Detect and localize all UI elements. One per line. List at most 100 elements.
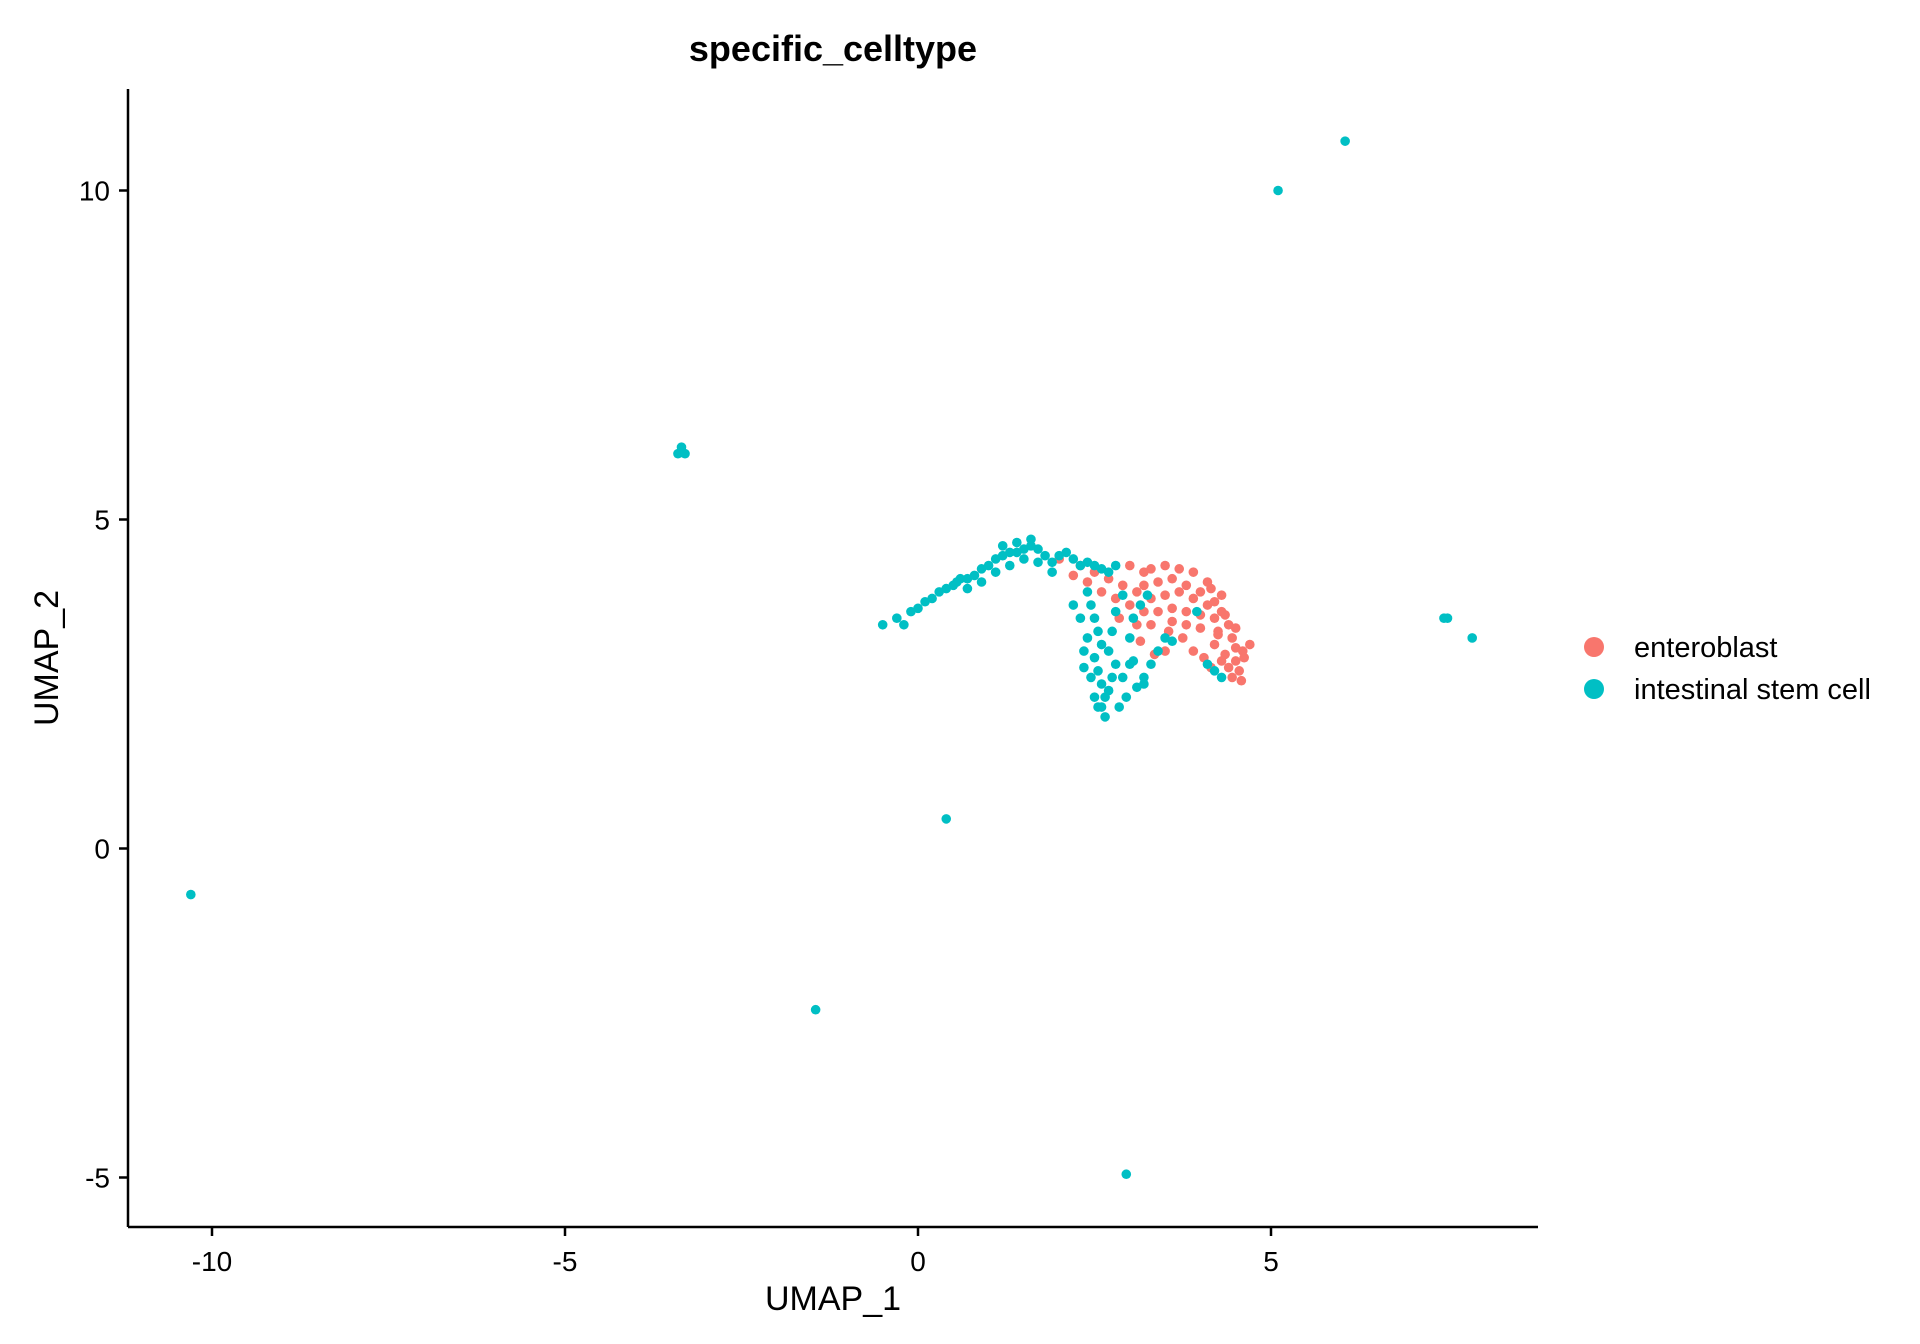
x-tick-label: 0 [910, 1246, 926, 1277]
point-intestinal-stem-cell [969, 570, 980, 581]
point-intestinal-stem-cell [186, 889, 196, 900]
y-tick-label: -5 [85, 1163, 110, 1194]
point-enteroblast [1146, 619, 1156, 630]
point-intestinal-stem-cell [990, 567, 1001, 577]
point-enteroblast [1135, 636, 1146, 647]
point-intestinal-stem-cell [976, 577, 987, 587]
point-intestinal-stem-cell [1103, 685, 1114, 696]
point-enteroblast [1245, 639, 1255, 650]
x-tick-label: -10 [192, 1246, 232, 1277]
point-intestinal-stem-cell [1093, 666, 1103, 676]
legend-label: intestinal stem cell [1634, 674, 1871, 706]
point-enteroblast [1153, 577, 1163, 587]
point-intestinal-stem-cell [962, 583, 973, 594]
point-intestinal-stem-cell [1273, 185, 1283, 196]
point-intestinal-stem-cell [1128, 613, 1139, 623]
point-enteroblast [1195, 587, 1206, 597]
point-enteroblast [1117, 580, 1128, 591]
point-enteroblast [1103, 573, 1114, 584]
point-enteroblast [1181, 606, 1192, 617]
point-enteroblast [1139, 580, 1149, 591]
point-intestinal-stem-cell [810, 1004, 821, 1015]
point-intestinal-stem-cell [1047, 557, 1057, 568]
point-intestinal-stem-cell [1033, 557, 1043, 568]
point-enteroblast [1181, 619, 1192, 630]
point-enteroblast [1216, 656, 1227, 666]
point-enteroblast [1167, 603, 1177, 614]
plot-area: -10 -5 0 5 UMAP_1 -5 0 5 10 UMAP_2 [28, 89, 1538, 1318]
y-axis-label: UMAP_2 [28, 590, 66, 726]
point-intestinal-stem-cell [1103, 567, 1114, 577]
point-intestinal-stem-cell [1079, 646, 1089, 656]
legend-key-intestinal-stem-cell [1584, 679, 1604, 699]
point-intestinal-stem-cell [1068, 600, 1079, 610]
point-intestinal-stem-cell [1110, 560, 1121, 571]
point-intestinal-stem-cell [1121, 692, 1132, 702]
point-intestinal-stem-cell [1086, 672, 1096, 683]
point-intestinal-stem-cell [1107, 626, 1117, 637]
point-intestinal-stem-cell [1167, 636, 1177, 647]
point-intestinal-stem-cell [1004, 560, 1015, 571]
point-intestinal-stem-cell [1004, 547, 1015, 558]
point-intestinal-stem-cell [997, 541, 1008, 551]
point-intestinal-stem-cell [1114, 702, 1125, 712]
point-enteroblast [1096, 587, 1107, 597]
point-intestinal-stem-cell [955, 573, 966, 584]
point-enteroblast [1181, 580, 1192, 591]
point-enteroblast [1234, 666, 1245, 676]
point-enteroblast [1236, 675, 1247, 686]
point-intestinal-stem-cell [1117, 672, 1128, 683]
point-intestinal-stem-cell [1192, 606, 1202, 617]
x-axis-label: UMAP_1 [765, 1280, 901, 1318]
point-intestinal-stem-cell [877, 619, 888, 630]
point-intestinal-stem-cell [1121, 1169, 1132, 1180]
point-intestinal-stem-cell [1467, 633, 1478, 643]
y-ticks: -5 0 5 10 [79, 176, 128, 1194]
x-tick-label: 5 [1263, 1246, 1279, 1277]
point-intestinal-stem-cell [1146, 659, 1156, 670]
data-points [186, 136, 1478, 1180]
point-intestinal-stem-cell [1442, 613, 1453, 623]
point-intestinal-stem-cell [1075, 613, 1086, 623]
point-enteroblast [1202, 600, 1213, 610]
point-enteroblast [1209, 639, 1220, 650]
point-enteroblast [1195, 623, 1206, 633]
point-enteroblast [1174, 587, 1185, 597]
point-intestinal-stem-cell [1107, 672, 1117, 683]
point-intestinal-stem-cell [983, 560, 994, 571]
point-intestinal-stem-cell [1117, 590, 1128, 600]
point-enteroblast [1227, 633, 1237, 643]
point-intestinal-stem-cell [1110, 606, 1121, 617]
point-enteroblast [1188, 593, 1199, 604]
point-enteroblast [1160, 590, 1170, 600]
point-intestinal-stem-cell [1110, 659, 1121, 670]
point-intestinal-stem-cell [1153, 646, 1163, 656]
point-intestinal-stem-cell [1079, 662, 1089, 673]
y-axis: -5 0 5 10 UMAP_2 [28, 89, 130, 1227]
point-enteroblast [1230, 623, 1241, 633]
point-enteroblast [1167, 616, 1177, 627]
point-enteroblast [1125, 600, 1135, 610]
point-intestinal-stem-cell [1142, 590, 1153, 600]
point-enteroblast [1223, 662, 1234, 673]
point-intestinal-stem-cell [1139, 672, 1149, 683]
point-intestinal-stem-cell [1033, 544, 1043, 554]
legend-key-enteroblast [1584, 637, 1604, 657]
point-intestinal-stem-cell [1209, 666, 1220, 676]
point-intestinal-stem-cell [1089, 652, 1100, 663]
point-enteroblast [1216, 590, 1227, 600]
point-intestinal-stem-cell [1100, 712, 1110, 722]
point-enteroblast [1160, 560, 1170, 571]
point-enteroblast [1160, 646, 1170, 656]
y-tick-label: 10 [79, 176, 110, 207]
point-enteroblast [1230, 656, 1241, 666]
point-enteroblast [1213, 629, 1223, 640]
point-enteroblast [1139, 567, 1149, 577]
point-enteroblast [1209, 613, 1220, 623]
point-intestinal-stem-cell [1139, 679, 1149, 689]
point-intestinal-stem-cell [1047, 567, 1057, 577]
point-intestinal-stem-cell [1026, 534, 1036, 545]
point-enteroblast [1132, 587, 1142, 597]
point-enteroblast [1220, 610, 1230, 620]
